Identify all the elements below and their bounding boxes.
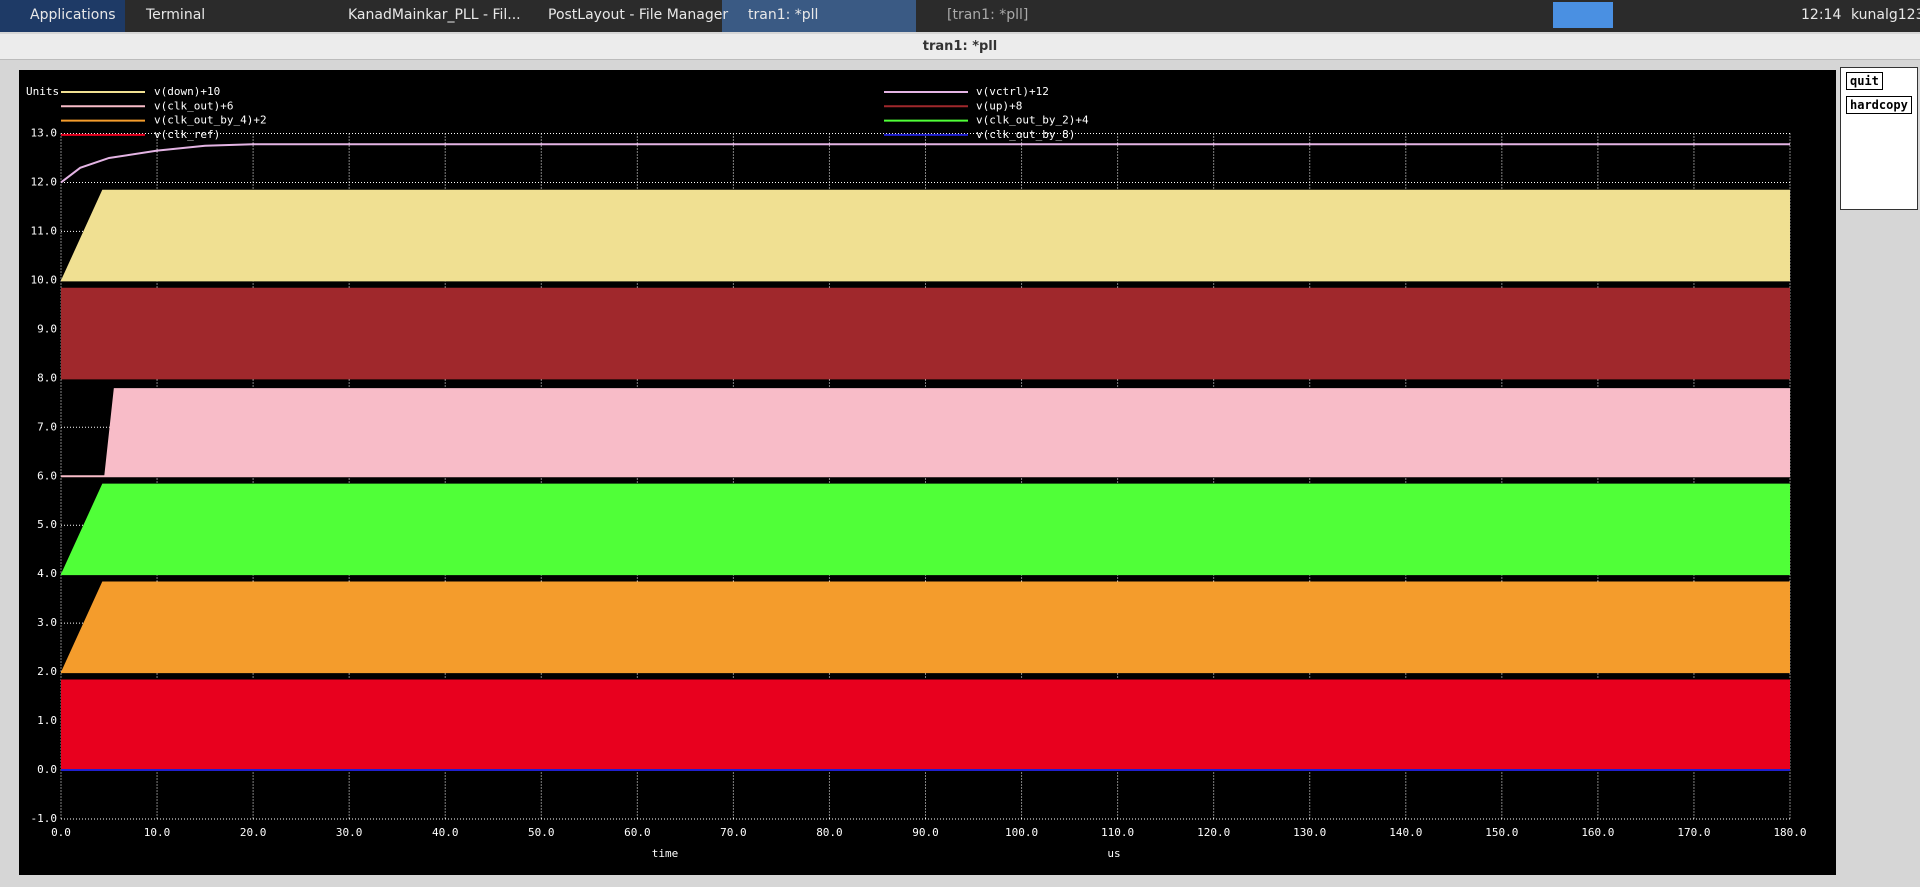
x-tick-label: 50.0: [528, 826, 555, 839]
series-band: [61, 581, 1790, 673]
task[interactable]: PostLayout - File Manager: [548, 7, 729, 23]
x-tick-label: 160.0: [1581, 826, 1614, 839]
legend-label: v(clk_out_by_4)+2: [154, 114, 267, 127]
y-tick-label: 0.0: [37, 763, 57, 776]
x-tick-label: 80.0: [816, 826, 843, 839]
hardcopy-button[interactable]: hardcopy: [1846, 96, 1912, 114]
task[interactable]: KanadMainkar_PLL - Fil...: [348, 7, 521, 23]
clock: 12:14: [1801, 7, 1842, 23]
y-tick-label: 12.0: [31, 175, 58, 188]
task[interactable]: [tran1: *pll]: [947, 7, 1029, 23]
y-tick-label: 2.0: [37, 665, 57, 678]
task[interactable]: tran1: *pll: [748, 7, 819, 23]
series-band: [61, 189, 1790, 281]
x-tick-label: 150.0: [1485, 826, 1518, 839]
applications[interactable]: Applications: [30, 7, 116, 23]
x-tick-label: 90.0: [912, 826, 939, 839]
x-tick-label: 60.0: [624, 826, 651, 839]
y-tick-label: 11.0: [31, 224, 58, 237]
series-line: [60, 143, 1790, 184]
y-tick-label: 13.0: [31, 127, 58, 140]
x-label: time: [652, 847, 679, 860]
y-tick-label: 8.0: [37, 371, 57, 384]
x-tick-label: 130.0: [1293, 826, 1326, 839]
series-band: [61, 679, 1790, 771]
x-tick-label: 0.0: [51, 826, 71, 839]
plot: -1.00.01.02.03.04.05.06.07.08.09.010.011…: [19, 70, 1836, 875]
y-label: Units: [26, 85, 59, 98]
x-tick-label: 120.0: [1197, 826, 1230, 839]
series-band: [61, 287, 1790, 379]
legend-label: v(down)+10: [154, 85, 220, 98]
active-task: [722, 0, 916, 32]
x-tick-label: 10.0: [144, 826, 171, 839]
menu-bg: [0, 0, 125, 32]
y-tick-label: 6.0: [37, 469, 57, 482]
y-tick-label: 1.0: [37, 714, 57, 727]
user[interactable]: kunalg123: [1851, 7, 1920, 23]
legend-label: v(clk_ref): [154, 128, 220, 141]
x-tick-label: 40.0: [432, 826, 459, 839]
series-band: [61, 483, 1790, 575]
workspace[interactable]: [1553, 2, 1613, 28]
legend-label: v(vctrl)+12: [976, 85, 1049, 98]
button-panel: quit hardcopy: [1840, 67, 1918, 210]
legend-label: v(clk_out_by_8): [976, 128, 1075, 141]
x-tick-label: 110.0: [1101, 826, 1134, 839]
y-tick-label: -1.0: [31, 812, 58, 825]
y-tick-label: 3.0: [37, 616, 57, 629]
series-band: [61, 388, 1790, 477]
x-tick-label: 170.0: [1677, 826, 1710, 839]
task[interactable]: Terminal: [146, 7, 206, 23]
x-tick-label: 30.0: [336, 826, 363, 839]
y-tick-label: 10.0: [31, 273, 58, 286]
x-tick-label: 140.0: [1389, 826, 1422, 839]
y-tick-label: 9.0: [37, 322, 57, 335]
x-units: us: [1107, 847, 1120, 860]
y-tick-label: 7.0: [37, 420, 57, 433]
legend-label: v(clk_out_by_2)+4: [976, 114, 1089, 127]
x-tick-label: 20.0: [240, 826, 267, 839]
y-tick-label: 5.0: [37, 518, 57, 531]
legend-label: v(clk_out)+6: [154, 99, 233, 112]
x-tick-label: 180.0: [1773, 826, 1806, 839]
legend-label: v(up)+8: [976, 99, 1022, 112]
x-tick-label: 100.0: [1005, 826, 1038, 839]
quit-button[interactable]: quit: [1846, 72, 1883, 90]
window-title: tran1: *pll: [0, 34, 1920, 60]
x-tick-label: 70.0: [720, 826, 747, 839]
taskbar: Applications Terminal KanadMainkar_PLL -…: [0, 0, 1920, 32]
y-tick-label: 4.0: [37, 567, 57, 580]
